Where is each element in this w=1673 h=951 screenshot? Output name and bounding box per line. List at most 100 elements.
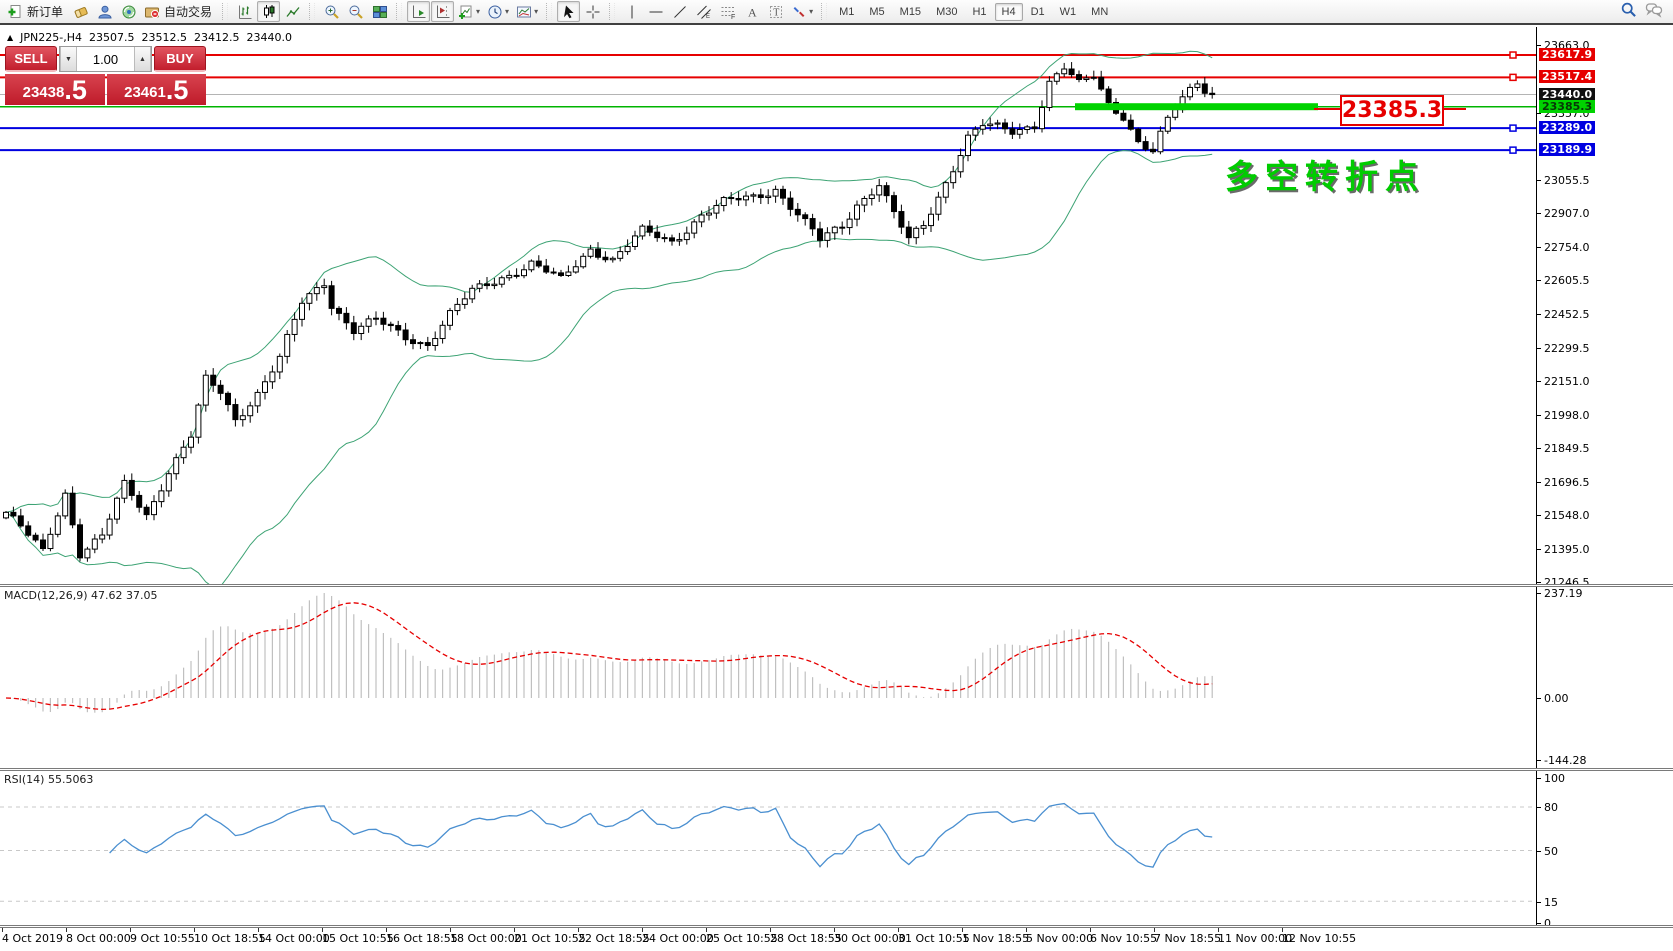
price-tick-mark bbox=[1537, 381, 1541, 382]
time-tick-mark bbox=[1090, 928, 1091, 932]
text-label-icon: T bbox=[769, 5, 782, 18]
timeframe-button-m5[interactable]: M5 bbox=[862, 3, 891, 21]
price-tick-mark bbox=[1537, 348, 1541, 349]
price-tick-label: 22907.0 bbox=[1544, 207, 1590, 220]
time-tick-mark bbox=[130, 928, 131, 932]
sell-price-main: 23438 bbox=[22, 84, 65, 101]
sell-price[interactable]: 23438 .5 bbox=[5, 74, 105, 105]
line-object-marker[interactable] bbox=[1509, 51, 1517, 59]
candlestick-chart-button[interactable] bbox=[257, 1, 281, 22]
time-tick-mark bbox=[2, 928, 3, 932]
equidistant-channel-icon: E bbox=[696, 5, 711, 20]
line-object-marker[interactable] bbox=[1509, 146, 1517, 154]
volume-value[interactable]: 1.00 bbox=[92, 51, 119, 67]
arrows-dropdown-button[interactable]: ▾ bbox=[788, 1, 816, 22]
price-tick-label: 22151.0 bbox=[1544, 375, 1590, 388]
turning-point-annotation[interactable]: 多空转折点 bbox=[1225, 158, 1425, 195]
sell-button[interactable]: SELL bbox=[5, 46, 57, 72]
profile-button[interactable] bbox=[93, 1, 116, 22]
symbol-expand-icon[interactable]: ▲ bbox=[7, 33, 14, 42]
timeframe-button-m30[interactable]: M30 bbox=[929, 3, 964, 21]
toolbar-right-group bbox=[1620, 1, 1669, 23]
main-toolbar: 新订单 自动交易 bbox=[0, 0, 1673, 25]
search-button[interactable] bbox=[1620, 1, 1637, 23]
market-watch-button[interactable] bbox=[117, 1, 140, 22]
time-axis[interactable]: 4 Oct 2019 8 Oct 00:00 9 Oct 10:55 10 Oct 1… bbox=[0, 928, 1536, 951]
price-tick-label: 22452.5 bbox=[1544, 308, 1590, 321]
chat-button[interactable] bbox=[1645, 1, 1663, 23]
cursor-icon bbox=[563, 5, 574, 18]
timeframe-button-h1[interactable]: H1 bbox=[965, 3, 993, 21]
periods-dropdown-button[interactable]: ▾ bbox=[484, 1, 512, 22]
fibonacci-tool-button[interactable]: F bbox=[716, 1, 739, 22]
autotrading-button[interactable]: 自动交易 bbox=[141, 1, 217, 22]
svg-text:E: E bbox=[706, 14, 710, 20]
timeframe-button-w1[interactable]: W1 bbox=[1053, 3, 1084, 21]
main-chart-plot[interactable] bbox=[0, 27, 1536, 584]
line-chart-button[interactable] bbox=[281, 1, 304, 22]
timeframe-button-h4[interactable]: H4 bbox=[994, 2, 1023, 21]
bar-chart-button[interactable] bbox=[233, 1, 256, 22]
autotrading-icon bbox=[145, 7, 160, 18]
dropdown-caret-icon: ▾ bbox=[505, 6, 510, 16]
timeframe-button-d1[interactable]: D1 bbox=[1024, 3, 1052, 21]
time-axis-label: 12 Nov 10:55 bbox=[1282, 932, 1357, 945]
toolbar-grip bbox=[396, 3, 403, 20]
line-object-marker[interactable] bbox=[1509, 124, 1517, 132]
vertical-line-tool-button[interactable] bbox=[620, 1, 643, 22]
zoom-in-button[interactable] bbox=[320, 1, 343, 22]
time-tick-mark bbox=[1218, 928, 1219, 932]
indicators-dropdown-button[interactable]: ▾ bbox=[455, 1, 483, 22]
volume-increase-button[interactable]: ▲ bbox=[134, 47, 151, 71]
volume-decrease-button[interactable]: ▼ bbox=[60, 47, 77, 71]
crosshair-tool-button[interactable] bbox=[581, 1, 604, 22]
buy-price[interactable]: 23461 .5 bbox=[106, 74, 206, 105]
time-axis-label: 7 Nov 18:55 bbox=[1154, 932, 1222, 945]
zoom-out-button[interactable] bbox=[344, 1, 367, 22]
price-tick-label: 21696.5 bbox=[1544, 476, 1590, 489]
timeframe-toolbar: M1 M5 M15 M30 H1 H4 D1 W1 MN bbox=[832, 2, 1115, 21]
buy-price-fraction: .5 bbox=[165, 75, 189, 105]
timeframe-button-m15[interactable]: M15 bbox=[893, 3, 928, 21]
rsi-tick-label: 0 bbox=[1544, 917, 1551, 930]
svg-text:T: T bbox=[773, 7, 779, 18]
time-tick-mark bbox=[898, 928, 899, 932]
timeframe-button-m1[interactable]: M1 bbox=[832, 3, 861, 21]
templates-dropdown-button[interactable]: ▾ bbox=[513, 1, 541, 22]
rsi-tick-label: 50 bbox=[1544, 845, 1558, 858]
line-object-marker[interactable] bbox=[1509, 73, 1517, 82]
time-tick-mark bbox=[322, 928, 323, 932]
equidistant-channel-tool-button[interactable]: E bbox=[692, 1, 715, 22]
subwindow-separator[interactable] bbox=[0, 768, 1673, 771]
subwindow-separator[interactable] bbox=[0, 584, 1673, 587]
macd-tick-mark bbox=[1537, 698, 1541, 699]
rsi-subwindow[interactable] bbox=[0, 771, 1536, 925]
timeframe-button-mn[interactable]: MN bbox=[1084, 3, 1115, 21]
horizontal-line-tool-button[interactable] bbox=[644, 1, 667, 22]
rsi-line bbox=[109, 802, 1213, 868]
auto-scroll-button[interactable] bbox=[407, 1, 431, 22]
eraser-button[interactable] bbox=[69, 1, 92, 22]
price-tick-label: 21998.0 bbox=[1544, 409, 1590, 422]
macd-subwindow[interactable] bbox=[0, 587, 1536, 768]
rsi-tick-label: 15 bbox=[1544, 896, 1558, 909]
trendline-tool-button[interactable] bbox=[668, 1, 691, 22]
price-line-label: 23617.9 bbox=[1539, 48, 1596, 61]
cursor-tool-button[interactable] bbox=[557, 1, 581, 22]
buy-button[interactable]: BUY bbox=[154, 46, 206, 72]
sell-price-fraction: .5 bbox=[64, 75, 87, 105]
new-order-button[interactable]: 新订单 bbox=[4, 1, 68, 22]
chart-shift-button[interactable] bbox=[431, 1, 455, 22]
time-tick-mark bbox=[770, 928, 771, 932]
buy-price-main: 23461 bbox=[124, 84, 166, 101]
tile-windows-button[interactable] bbox=[368, 1, 391, 22]
price-axis[interactable]: 23663.0 23357.0 23055.5 22907.0 22754.0 22605… bbox=[1536, 27, 1673, 589]
time-tick-mark bbox=[194, 928, 195, 932]
text-label-tool-button[interactable]: T bbox=[764, 1, 787, 22]
text-tool-button[interactable]: A bbox=[740, 1, 763, 22]
time-tick-mark bbox=[706, 928, 707, 932]
price-level-callout[interactable]: 23385.3 bbox=[1314, 95, 1466, 126]
price-tick-mark bbox=[1537, 515, 1541, 516]
macd-histogram bbox=[12, 593, 1213, 713]
trendline-segment[interactable] bbox=[1075, 103, 1318, 111]
